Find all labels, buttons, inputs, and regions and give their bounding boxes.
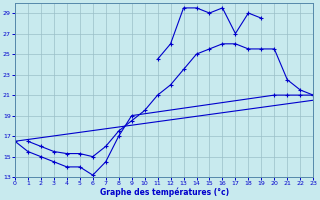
X-axis label: Graphe des températures (°c): Graphe des températures (°c) — [100, 188, 229, 197]
